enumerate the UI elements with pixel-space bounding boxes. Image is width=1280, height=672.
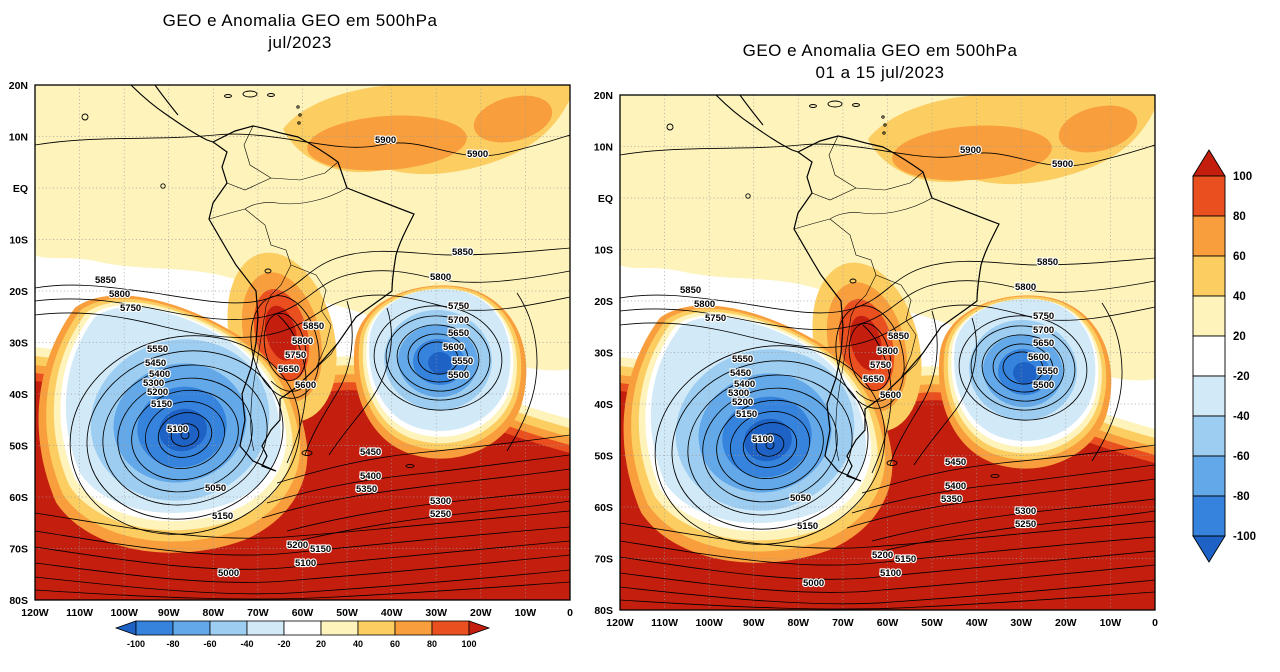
panel-title-right: GEO e Anomalia GEO em 500hPa 01 a 15 jul… bbox=[600, 40, 1160, 84]
map-right bbox=[580, 89, 1160, 637]
colorbar-arrow-min bbox=[114, 620, 137, 636]
colorbar-tick: 20 bbox=[316, 639, 326, 649]
colorbar-vertical: 100 80 60 40 20 -20 -40 -60 -80 -100 bbox=[1192, 149, 1256, 563]
colorbar-tick: 80 bbox=[427, 639, 437, 649]
panel-title-line1: GEO e Anomalia GEO em 500hPa bbox=[742, 41, 1018, 60]
colorbar-tick: 100 bbox=[461, 639, 476, 649]
colorbar-tick: -100 bbox=[1233, 531, 1256, 543]
colorbar-tick: 60 bbox=[1233, 251, 1246, 263]
map-left bbox=[0, 79, 575, 627]
panel-title-left: GEO e Anomalia GEO em 500hPa jul/2023 bbox=[20, 10, 580, 54]
colorbar-tick: 100 bbox=[1233, 171, 1252, 183]
colorbar-tick: -40 bbox=[240, 639, 253, 649]
colorbar-arrow-max bbox=[1192, 149, 1226, 177]
colorbar-tick: -60 bbox=[203, 639, 216, 649]
colorbar-tick: -80 bbox=[1233, 491, 1250, 503]
colorbar-horizontal: -100 -80 -60 -40 -20 20 40 60 80 100 bbox=[114, 620, 491, 649]
colorbar-tick: 80 bbox=[1233, 211, 1246, 223]
colorbar-arrow-min bbox=[1192, 535, 1226, 563]
colorbar-tick: 20 bbox=[1233, 331, 1246, 343]
colorbar-arrow-max bbox=[468, 620, 491, 636]
colorbar-tick: -60 bbox=[1233, 451, 1250, 463]
panel-title-line2: 01 a 15 jul/2023 bbox=[815, 63, 945, 83]
colorbar-tick: -20 bbox=[1233, 371, 1250, 383]
panel-title-line2: jul/2023 bbox=[268, 33, 332, 53]
colorbar-tick: -80 bbox=[166, 639, 179, 649]
panel-title-line1: GEO e Anomalia GEO em 500hPa bbox=[162, 11, 438, 30]
colorbar-tick: 40 bbox=[353, 639, 363, 649]
map-instance-left bbox=[9, 80, 573, 619]
map-instance-right bbox=[594, 90, 1158, 629]
colorbar-tick: 40 bbox=[1233, 291, 1246, 303]
colorbar-tick: -40 bbox=[1233, 411, 1250, 423]
colorbar-tick: -100 bbox=[127, 639, 145, 649]
colorbar-tick: 60 bbox=[390, 639, 400, 649]
colorbar-tick: -20 bbox=[277, 639, 290, 649]
